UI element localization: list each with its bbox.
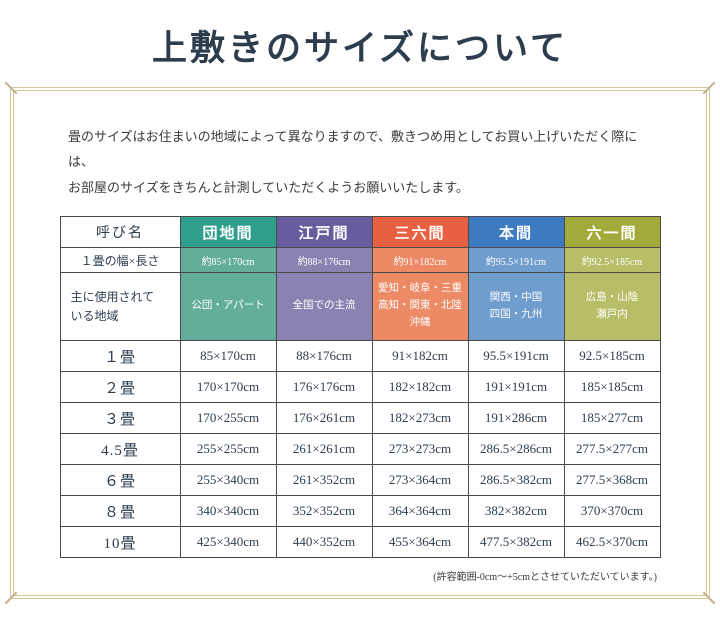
dimension-cell: 約92.5×185cm — [563, 247, 661, 274]
size-cell: 185×185cm — [563, 371, 661, 404]
frame-corner-bottom-right — [702, 591, 716, 605]
column-header-danchima: 団地間 — [179, 216, 277, 249]
size-cell: 88×176cm — [275, 340, 373, 373]
size-cell: 273×364cm — [371, 464, 469, 497]
size-cell: 185×277cm — [563, 402, 661, 435]
size-cell: 340×340cm — [179, 495, 277, 528]
size-cell: 440×352cm — [275, 526, 373, 559]
dimension-cell: 約91×182cm — [371, 247, 469, 274]
region-cell: 全国での主流 — [275, 272, 373, 342]
size-cell: 255×340cm — [179, 464, 277, 497]
frame-corner-top-right — [702, 81, 716, 95]
intro-text: 畳のサイズはお住まいの地域によって異なりますので、敷きつめ用としてお買い上げいた… — [68, 124, 652, 200]
size-cell: 370×370cm — [563, 495, 661, 528]
table-row: 4.5畳 255×255cm 261×261cm 273×273cm 286.5… — [59, 433, 661, 466]
column-header-rokuichima: 六一間 — [563, 216, 661, 249]
size-cell: 277.5×277cm — [563, 433, 661, 466]
dimension-cell: 約85×170cm — [179, 247, 277, 274]
size-cell: 191×191cm — [467, 371, 565, 404]
region-row-label: 主に使用されて いる地域 — [59, 272, 181, 342]
decorative-frame: 畳のサイズはお住まいの地域によって異なりますので、敷きつめ用としてお買い上げいた… — [4, 81, 716, 605]
table-row: ３畳 170×255cm 176×261cm 182×273cm 191×286… — [59, 402, 661, 435]
size-cell: 261×352cm — [275, 464, 373, 497]
size-cell: 170×170cm — [179, 371, 277, 404]
page-title: 上敷きのサイズについて — [152, 29, 568, 68]
row-label: ３畳 — [59, 402, 181, 435]
column-header-sanrokuma: 三六間 — [371, 216, 469, 249]
size-cell: 352×352cm — [275, 495, 373, 528]
size-cell: 425×340cm — [179, 526, 277, 559]
region-cell: 広島・山陰 瀬戸内 — [563, 272, 661, 342]
frame-corner-bottom-left — [4, 591, 18, 605]
row-label: ６畳 — [59, 464, 181, 497]
intro-line-1: 畳のサイズはお住まいの地域によって異なりますので、敷きつめ用としてお買い上げいた… — [68, 129, 638, 170]
size-cell: 255×255cm — [179, 433, 277, 466]
size-cell: 286.5×286cm — [467, 433, 565, 466]
row-label: 10畳 — [59, 526, 181, 559]
size-cell: 273×273cm — [371, 433, 469, 466]
mat-dimension-row: １畳の幅×長さ 約85×170cm 約88×176cm 約91×182cm 約9… — [59, 247, 661, 274]
size-cell: 286.5×382cm — [467, 464, 565, 497]
size-cell: 182×273cm — [371, 402, 469, 435]
table-row: １畳 85×170cm 88×176cm 91×182cm 95.5×191cm… — [59, 340, 661, 373]
size-cell: 477.5×382cm — [467, 526, 565, 559]
size-cell: 95.5×191cm — [467, 340, 565, 373]
intro-line-2: お部屋のサイズをきちんと計測していただくようお願いいたします。 — [68, 179, 469, 195]
region-row: 主に使用されて いる地域 公団・アパート 全国での主流 愛知・岐阜・三重 高知・… — [59, 272, 661, 342]
dimension-row-label: １畳の幅×長さ — [59, 247, 181, 274]
dimension-cell: 約88×176cm — [275, 247, 373, 274]
table-row: ６畳 255×340cm 261×352cm 273×364cm 286.5×3… — [59, 464, 661, 497]
size-cell: 176×261cm — [275, 402, 373, 435]
table-row: 10畳 425×340cm 440×352cm 455×364cm 477.5×… — [59, 526, 661, 559]
size-cell: 364×364cm — [371, 495, 469, 528]
size-cell: 382×382cm — [467, 495, 565, 528]
table-row: ２畳 170×170cm 176×176cm 182×182cm 191×191… — [59, 371, 661, 404]
tatami-size-table: 呼び名 団地間 江戸間 三六間 本間 六一間 １畳の幅×長さ 約85×170cm… — [59, 216, 661, 559]
corner-header-cell: 呼び名 — [59, 216, 181, 249]
region-cell: 愛知・岐阜・三重 高知・関東・北陸 沖縄 — [371, 272, 469, 342]
row-label: ２畳 — [59, 371, 181, 404]
row-label: ８畳 — [59, 495, 181, 528]
size-cell: 455×364cm — [371, 526, 469, 559]
dimension-cell: 約95.5×191cm — [467, 247, 565, 274]
region-cell: 公団・アパート — [179, 272, 277, 342]
size-cell: 92.5×185cm — [563, 340, 661, 373]
row-label: 4.5畳 — [59, 433, 181, 466]
size-cell: 191×286cm — [467, 402, 565, 435]
size-cell: 277.5×368cm — [563, 464, 661, 497]
size-cell: 91×182cm — [371, 340, 469, 373]
tolerance-note: (許容範囲-0cm～+5cmとさせていただいています。) — [433, 572, 657, 584]
size-cell: 176×176cm — [275, 371, 373, 404]
size-cell: 182×182cm — [371, 371, 469, 404]
column-header-honma: 本間 — [467, 216, 565, 249]
size-cell: 85×170cm — [179, 340, 277, 373]
region-cell: 関西・中国 四国・九州 — [467, 272, 565, 342]
size-cell: 261×261cm — [275, 433, 373, 466]
column-header-edoma: 江戸間 — [275, 216, 373, 249]
table-row: ８畳 340×340cm 352×352cm 364×364cm 382×382… — [59, 495, 661, 528]
size-cell: 170×255cm — [179, 402, 277, 435]
frame-corner-top-left — [4, 81, 18, 95]
table-header-row: 呼び名 団地間 江戸間 三六間 本間 六一間 — [59, 216, 661, 249]
size-cell: 462.5×370cm — [563, 526, 661, 559]
row-label: １畳 — [59, 340, 181, 373]
